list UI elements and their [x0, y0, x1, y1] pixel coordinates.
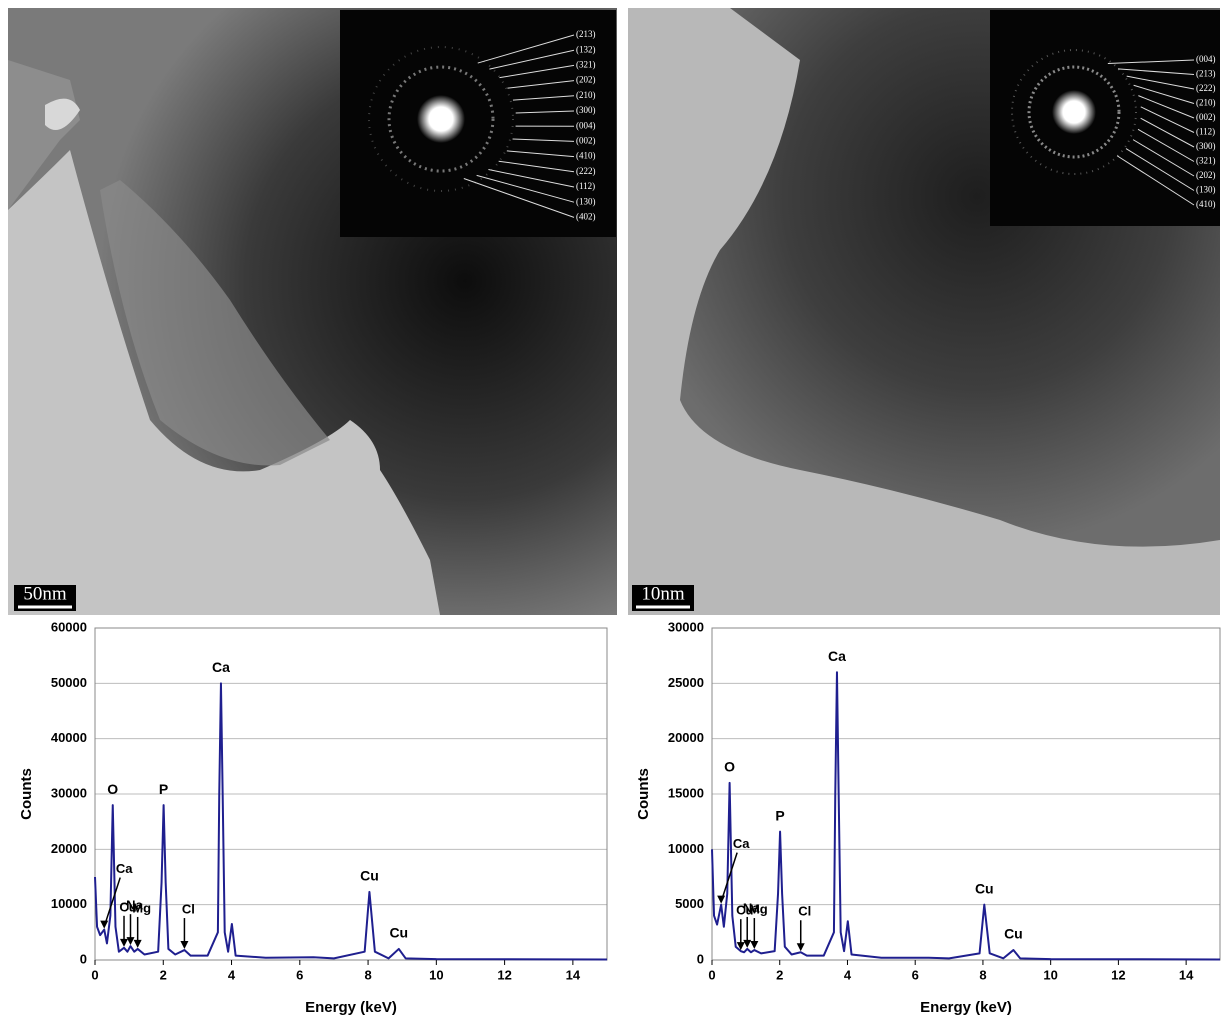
- arrow-head: [717, 896, 725, 904]
- annotation: Cl: [182, 901, 195, 916]
- diffraction-label: (410): [1196, 199, 1216, 209]
- diffraction-label: (210): [576, 90, 596, 100]
- x-tick-label: 6: [296, 967, 303, 982]
- y-tick-label: 5000: [675, 896, 704, 911]
- diffraction-label: (202): [576, 75, 596, 85]
- spectrum-line: [95, 683, 607, 959]
- diffraction-label: (130): [1196, 185, 1216, 195]
- y-axis-label: Counts: [635, 768, 652, 820]
- diffraction-label: (004): [576, 120, 596, 130]
- x-tick-label: 14: [566, 967, 581, 982]
- x-tick-label: 14: [1179, 967, 1194, 982]
- y-tick-label: 25000: [668, 675, 704, 690]
- annotation: P: [159, 781, 168, 797]
- annotation: P: [775, 807, 784, 823]
- y-tick-label: 20000: [668, 730, 704, 745]
- y-tick-label: 0: [697, 951, 704, 966]
- y-tick-label: 40000: [51, 730, 87, 745]
- annotation: Mg: [749, 901, 768, 916]
- x-tick-label: 8: [364, 967, 371, 982]
- diffraction-label: (210): [1196, 98, 1216, 108]
- scale-bar-label: 10nm: [641, 583, 685, 604]
- arrow-head: [743, 940, 751, 948]
- arrow-head: [750, 941, 758, 949]
- diffraction-label: (402): [576, 211, 596, 221]
- annotation: O: [724, 759, 735, 775]
- y-tick-label: 20000: [51, 841, 87, 856]
- x-tick-label: 4: [844, 967, 852, 982]
- x-tick-label: 0: [91, 967, 98, 982]
- arrow-head: [180, 941, 188, 949]
- diffraction-label: (213): [576, 29, 596, 39]
- x-axis-label: Energy (keV): [305, 999, 397, 1016]
- annotation-arrow: [721, 853, 737, 902]
- arrow-head: [134, 940, 142, 948]
- diffraction-inset: [990, 10, 1220, 226]
- x-tick-label: 2: [776, 967, 783, 982]
- x-tick-label: 12: [497, 967, 511, 982]
- y-tick-label: 0: [80, 951, 87, 966]
- y-tick-label: 60000: [51, 619, 87, 634]
- diffraction-label: (112): [576, 181, 595, 191]
- annotation: Ca: [828, 648, 846, 664]
- annotation: Cu: [1004, 926, 1023, 942]
- diffraction-label: (213): [1196, 69, 1216, 79]
- annotation: Ca: [212, 659, 230, 675]
- annotation: Ca: [733, 836, 750, 851]
- annotation: Cu: [975, 880, 994, 896]
- x-tick-label: 6: [912, 967, 919, 982]
- x-tick-label: 10: [429, 967, 443, 982]
- diffraction-label: (132): [576, 44, 596, 54]
- y-tick-label: 30000: [668, 619, 704, 634]
- x-tick-label: 4: [228, 967, 236, 982]
- annotation: Cl: [798, 904, 811, 919]
- diffraction-label: (300): [1196, 141, 1216, 151]
- y-tick-label: 15000: [668, 785, 704, 800]
- diffraction-label: (410): [576, 151, 596, 161]
- diffraction-label: (300): [576, 105, 596, 115]
- x-tick-label: 12: [1111, 967, 1125, 982]
- arrow-head: [126, 937, 134, 945]
- y-tick-label: 10000: [51, 896, 87, 911]
- arrow-head: [120, 939, 128, 947]
- diffraction-label: (202): [1196, 170, 1216, 180]
- y-tick-label: 50000: [51, 675, 87, 690]
- y-axis-label: Counts: [18, 768, 35, 820]
- spectrum-line: [712, 672, 1220, 959]
- diffraction-inset: [340, 10, 616, 237]
- diffraction-label: (004): [1196, 54, 1216, 64]
- x-axis-label: Energy (keV): [920, 999, 1012, 1016]
- annotation: Cu: [360, 868, 379, 884]
- arrow-head: [100, 921, 108, 929]
- scale-bar-label: 50nm: [23, 583, 67, 604]
- annotation: O: [107, 781, 118, 797]
- micrograph: 10nm: [628, 8, 1220, 615]
- x-tick-label: 8: [979, 967, 986, 982]
- arrow-head: [797, 943, 805, 951]
- y-tick-label: 30000: [51, 785, 87, 800]
- diffraction-label: (130): [576, 196, 596, 206]
- diffraction-label: (321): [1196, 156, 1216, 166]
- annotation: Cu: [389, 925, 408, 941]
- x-tick-label: 2: [160, 967, 167, 982]
- diffraction-label: (222): [576, 166, 596, 176]
- annotation: Ca: [116, 861, 133, 876]
- diffraction-label: (002): [576, 135, 596, 145]
- x-tick-label: 10: [1043, 967, 1057, 982]
- diffraction-label: (002): [1196, 112, 1216, 122]
- annotation-arrow: [104, 878, 120, 927]
- x-tick-label: 0: [708, 967, 715, 982]
- annotation: Mg: [132, 900, 151, 915]
- diffraction-label: (222): [1196, 83, 1216, 93]
- y-tick-label: 10000: [668, 841, 704, 856]
- diffraction-label: (112): [1196, 127, 1215, 137]
- diffraction-label: (321): [576, 59, 596, 69]
